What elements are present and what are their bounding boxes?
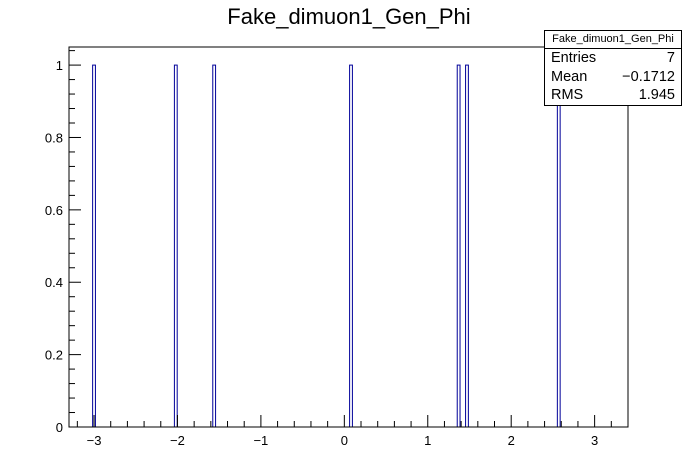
x-tick-label: 1 xyxy=(424,433,431,448)
y-tick-label: 0 xyxy=(56,420,63,435)
histogram-bin xyxy=(465,64,469,428)
stats-rms-value: 1.945 xyxy=(638,87,675,103)
stats-rms-label: RMS xyxy=(551,87,584,103)
stats-mean-value: −0.1712 xyxy=(622,68,675,85)
histogram-bin xyxy=(556,64,561,428)
histogram-bin xyxy=(92,64,96,428)
y-axis-ticks: 0 0.2 0.4 0.6 0.8 1 xyxy=(45,50,81,435)
stats-entries-value: 7 xyxy=(666,50,675,66)
stats-entries-label: Entries xyxy=(551,50,597,66)
stats-row-entries: Entries 7 xyxy=(545,49,681,68)
histogram-bin xyxy=(173,64,178,428)
x-tick-label: 0 xyxy=(341,433,348,448)
histogram-bars xyxy=(92,64,561,428)
y-tick-label: 0.6 xyxy=(45,203,63,218)
x-tick-label: −2 xyxy=(170,433,185,448)
y-tick-label: 0.8 xyxy=(45,130,63,145)
chart-title: Fake_dimuon1_Gen_Phi xyxy=(227,4,471,29)
axes xyxy=(68,46,629,428)
stats-box: Fake_dimuon1_Gen_Phi Entries 7 Mean −0.1… xyxy=(544,30,682,106)
histogram-bin xyxy=(212,64,217,428)
x-tick-label: −3 xyxy=(87,433,102,448)
histogram-bin xyxy=(456,64,461,428)
plot-frame xyxy=(68,46,629,428)
x-tick-label: 3 xyxy=(591,433,598,448)
stats-row-rms: RMS 1.945 xyxy=(545,86,681,105)
x-tick-label: 2 xyxy=(508,433,515,448)
x-axis-ticks: −3 −2 −1 0 1 2 3 xyxy=(76,415,629,448)
y-tick-label: 0.2 xyxy=(45,348,63,363)
y-tick-label: 0.4 xyxy=(45,275,63,290)
y-tick-label: 1 xyxy=(56,58,63,73)
histogram-bin xyxy=(349,64,353,428)
x-tick-label: −1 xyxy=(253,433,268,448)
stats-row-mean: Mean −0.1712 xyxy=(545,68,681,87)
stats-mean-label: Mean xyxy=(551,68,588,85)
stats-box-title: Fake_dimuon1_Gen_Phi xyxy=(545,31,681,49)
